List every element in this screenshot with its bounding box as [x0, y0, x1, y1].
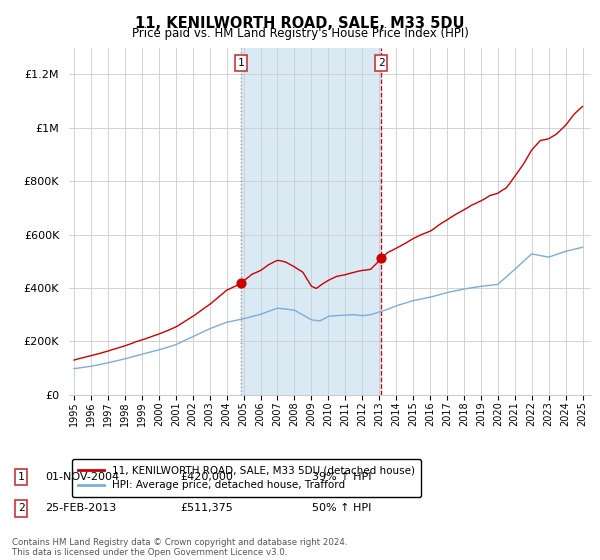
Bar — [241, 48, 381, 395]
Point — [376, 254, 386, 263]
Text: £420,000: £420,000 — [180, 472, 233, 482]
Text: 39% ↑ HPI: 39% ↑ HPI — [312, 472, 371, 482]
Text: 2: 2 — [378, 58, 385, 68]
Point — [236, 278, 245, 287]
Text: Contains HM Land Registry data © Crown copyright and database right 2024.
This d: Contains HM Land Registry data © Crown c… — [12, 538, 347, 557]
Text: 25-FEB-2013: 25-FEB-2013 — [45, 503, 116, 514]
Text: 1: 1 — [238, 58, 244, 68]
Text: 2: 2 — [17, 503, 25, 514]
Text: Price paid vs. HM Land Registry's House Price Index (HPI): Price paid vs. HM Land Registry's House … — [131, 27, 469, 40]
Text: 50% ↑ HPI: 50% ↑ HPI — [312, 503, 371, 514]
Text: £511,375: £511,375 — [180, 503, 233, 514]
Text: 11, KENILWORTH ROAD, SALE, M33 5DU: 11, KENILWORTH ROAD, SALE, M33 5DU — [135, 16, 465, 31]
Text: 01-NOV-2004: 01-NOV-2004 — [45, 472, 119, 482]
Text: 1: 1 — [17, 472, 25, 482]
Legend: 11, KENILWORTH ROAD, SALE, M33 5DU (detached house), HPI: Average price, detache: 11, KENILWORTH ROAD, SALE, M33 5DU (deta… — [71, 459, 421, 497]
